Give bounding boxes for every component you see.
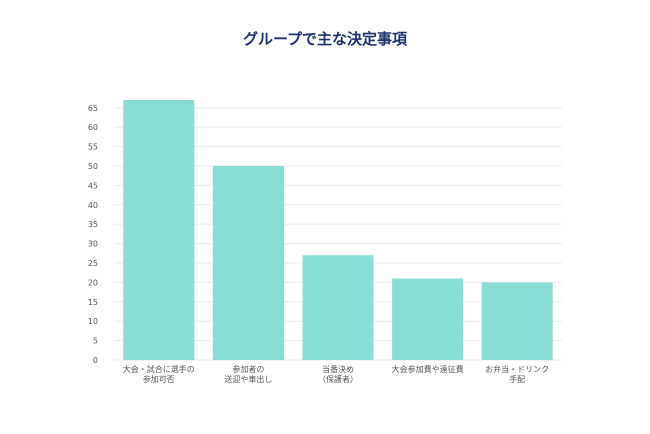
chart-title: グループで主な決定事項 <box>243 30 408 48</box>
bar <box>302 255 374 360</box>
bar <box>481 282 553 360</box>
y-axis-ticks: 0 5 10 15 20 25 30 35 40 45 50 55 60 65 <box>88 104 98 365</box>
y-tick-label: 0 <box>93 356 98 365</box>
y-tick-label: 55 <box>88 143 98 152</box>
y-tick-label: 5 <box>93 337 98 346</box>
y-tick-label: 40 <box>88 201 98 210</box>
x-tick-label: 参加者の送迎や車出し <box>224 364 272 384</box>
bar <box>212 165 284 360</box>
bar <box>392 278 464 360</box>
y-tick-label: 25 <box>88 259 98 268</box>
y-tick-label: 15 <box>88 298 98 307</box>
y-tick-label: 50 <box>88 162 98 171</box>
y-tick-label: 60 <box>88 123 98 132</box>
y-tick-label: 65 <box>88 104 98 113</box>
x-tick-label: 当番決め（保護者） <box>318 364 358 384</box>
x-axis-labels: 大会・試合に選手の参加可否 参加者の送迎や車出し 当番決め（保護者） 大会参加費や遠征… <box>123 364 549 384</box>
y-tick-label: 45 <box>88 181 98 190</box>
bar <box>123 100 195 360</box>
x-tick-label: 大会参加費や遠征費 <box>392 364 464 374</box>
x-tick-label: お弁当・ドリンク手配 <box>485 364 549 384</box>
x-tick-label: 大会・試合に選手の参加可否 <box>123 364 195 384</box>
y-tick-label: 10 <box>88 317 98 326</box>
y-tick-label: 35 <box>88 220 98 229</box>
y-tick-label: 30 <box>88 240 98 249</box>
bars <box>123 100 553 360</box>
y-tick-label: 20 <box>88 278 98 287</box>
